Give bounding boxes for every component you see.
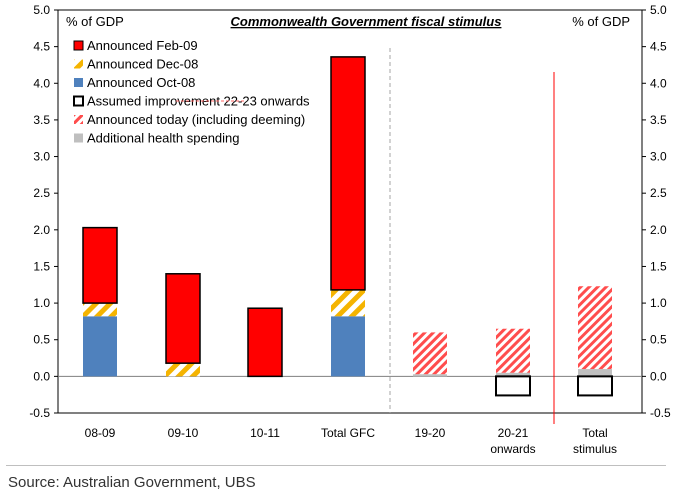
y-tick-label-left: 5.0 xyxy=(33,3,50,17)
x-tick-label: 10-11 xyxy=(250,426,280,440)
bar-announced-feb-09 xyxy=(165,273,201,364)
source-note: Source: Australian Government, UBS xyxy=(8,474,256,491)
legend-label-announced-today-including-deeming: Announced today (including deeming) xyxy=(87,112,305,127)
bar-announced-dec-08 xyxy=(83,303,117,317)
legend-swatch-announced-dec-08 xyxy=(74,59,83,69)
legend-swatch-announced-today-including-deeming xyxy=(74,115,83,124)
bar-additional-health-spending xyxy=(413,374,447,377)
bar-announced-today-including-deeming xyxy=(413,332,447,375)
bar-announced-oct-08 xyxy=(331,316,365,377)
x-tick-label: Total GFC xyxy=(321,426,375,440)
source-divider xyxy=(6,465,666,466)
x-tick-label: onwards xyxy=(490,442,535,456)
legend-label-announced-oct-08: Announced Oct-08 xyxy=(87,75,195,90)
x-tick-label: Total xyxy=(582,426,607,440)
y-tick-label-left: 0.5 xyxy=(33,333,50,347)
bar-announced-dec-08 xyxy=(331,289,365,317)
bar-additional-health-spending xyxy=(578,369,612,377)
y-tick-label-right: 4.0 xyxy=(650,76,667,90)
bar-assumed-improvement xyxy=(577,375,613,397)
y-tick-label-left: -0.5 xyxy=(29,406,50,420)
y-tick-label-left: 1.0 xyxy=(33,296,50,310)
y-axis-label-left: % of GDP xyxy=(66,14,124,29)
legend-label-announced-dec-08: Announced Dec-08 xyxy=(87,57,198,72)
legend-label-announced-feb-09: Announced Feb-09 xyxy=(87,38,198,53)
x-tick-label: stimulus xyxy=(573,442,617,456)
y-tick-label-right: 3.5 xyxy=(650,113,667,127)
y-tick-label-right: 2.0 xyxy=(650,223,667,237)
y-tick-label-left: 1.5 xyxy=(33,259,50,273)
x-tick-label: 09-10 xyxy=(168,426,199,440)
y-tick-label-right: 4.5 xyxy=(650,40,667,54)
x-tick-label: 19-20 xyxy=(415,426,446,440)
bar-announced-feb-09 xyxy=(82,226,118,304)
bar-assumed-improvement xyxy=(495,375,531,397)
y-tick-label-right: 0.0 xyxy=(650,369,667,383)
y-axis-label-right: % of GDP xyxy=(572,14,630,29)
bar-announced-oct-08 xyxy=(83,316,117,377)
legend-label-additional-health-spending: Additional health spending xyxy=(87,131,240,146)
y-tick-label-left: 4.5 xyxy=(33,40,50,54)
legend-swatch-announced-feb-09 xyxy=(73,40,84,51)
chart-title: Commonwealth Government fiscal stimulus xyxy=(231,14,502,29)
y-tick-label-right: 1.0 xyxy=(650,296,667,310)
bar-additional-health-spending xyxy=(496,372,530,377)
y-tick-label-right: 1.5 xyxy=(650,259,667,273)
bar-announced-today-including-deeming xyxy=(496,328,530,373)
y-tick-label-right: 2.5 xyxy=(650,186,667,200)
y-tick-label-right: 3.0 xyxy=(650,150,667,164)
y-tick-label-right: 0.5 xyxy=(650,333,667,347)
y-tick-label-left: 0.0 xyxy=(33,369,50,383)
legend-swatch-additional-health-spending xyxy=(74,133,83,143)
bar-announced-today-including-deeming xyxy=(578,286,612,370)
y-tick-label-right: 5.0 xyxy=(650,3,667,17)
bar-announced-dec-08 xyxy=(166,363,200,377)
bar-announced-feb-09 xyxy=(247,307,283,378)
x-tick-label: 08-09 xyxy=(85,426,116,440)
y-tick-label-left: 2.0 xyxy=(33,223,50,237)
y-tick-label-left: 3.5 xyxy=(33,113,50,127)
x-tick-label: 20-21 xyxy=(498,426,529,440)
y-tick-label-left: 4.0 xyxy=(33,76,50,90)
legend-swatch-announced-oct-08 xyxy=(74,78,83,87)
y-tick-label-right: -0.5 xyxy=(650,406,671,420)
legend-swatch-assumed-improvement-22-23-onwards xyxy=(73,95,84,107)
y-tick-label-left: 3.0 xyxy=(33,150,50,164)
bar-announced-feb-09 xyxy=(330,56,366,291)
plot-area xyxy=(57,9,643,414)
y-tick-label-left: 2.5 xyxy=(33,186,50,200)
fiscal-stimulus-chart: Commonwealth Government fiscal stimulus … xyxy=(29,3,671,456)
